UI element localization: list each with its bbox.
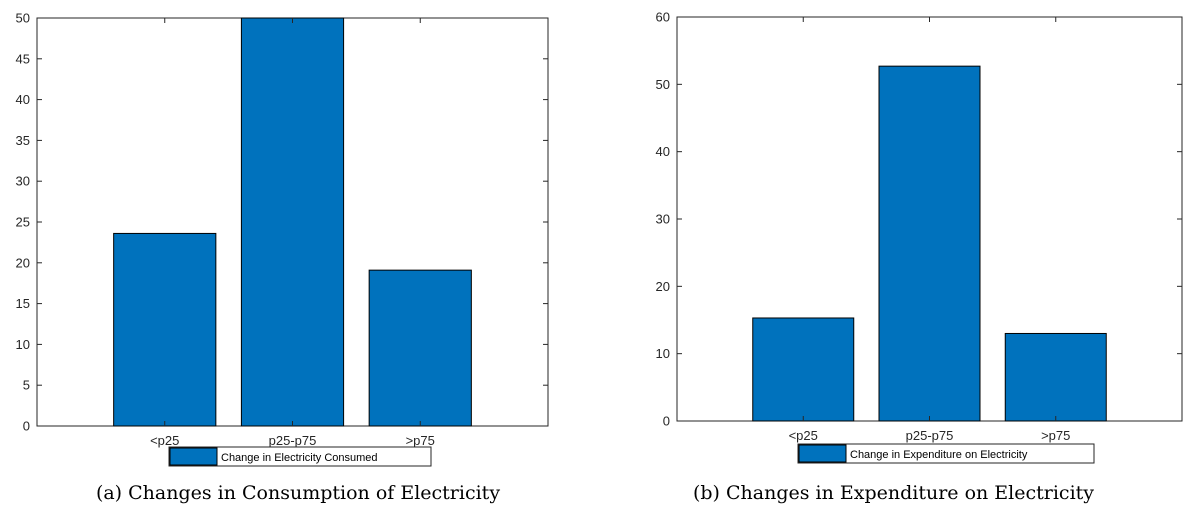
legend-box — [797, 443, 1095, 464]
legend-swatch — [169, 447, 218, 466]
caption-b: (b) Changes in Expenditure on Electricit… — [692, 482, 1095, 504]
y-tick-label: 40 — [656, 144, 670, 159]
y-tick-label: 10 — [656, 346, 670, 361]
x-tick-label: <p25 — [789, 428, 818, 443]
y-tick-label: 0 — [23, 419, 30, 434]
y-tick-label: 40 — [16, 92, 30, 107]
y-tick-label: 10 — [16, 337, 30, 352]
y-tick-label: 35 — [16, 133, 30, 148]
chart-a: 0 5 10 15 20 25 30 35 40 45 50 <p25 p25-p75 >p75 Chang… — [16, 11, 549, 467]
y-tick-label: 25 — [16, 215, 30, 230]
legend-swatch — [798, 444, 847, 463]
y-tick-label: 45 — [16, 51, 30, 66]
bar — [752, 317, 855, 422]
legend-label: Change in Expenditure on Electricity — [850, 449, 1028, 461]
legend-box — [168, 446, 432, 467]
bar — [368, 269, 472, 427]
chart-b: 0 10 20 30 40 50 60 <p25 p25-p75 >p75 Change in Ex… — [656, 10, 1183, 464]
y-tick-label: 60 — [656, 10, 670, 25]
x-tick-label: >p75 — [406, 433, 435, 448]
chart-panel-a: 0 5 10 15 20 25 30 35 40 45 50 <p25 p25-p75 >p75 Chang… — [16, 11, 549, 504]
bar — [240, 17, 345, 427]
y-tick-label: 30 — [16, 174, 30, 189]
bar — [113, 232, 217, 427]
chart-panel-b: 0 10 20 30 40 50 60 <p25 p25-p75 >p75 Change in Ex… — [596, 0, 1191, 528]
y-tick-label: 5 — [23, 378, 30, 393]
x-tick-label: p25-p75 — [906, 428, 954, 443]
y-tick-label: 50 — [16, 11, 30, 26]
bar — [1004, 332, 1107, 422]
x-tick-label: p25-p75 — [269, 433, 317, 448]
bar — [878, 65, 981, 422]
legend-label: Change in Electricity Consumed — [221, 452, 378, 464]
x-tick-label: <p25 — [150, 433, 179, 448]
x-tick-label: >p75 — [1041, 428, 1070, 443]
caption-a: (a) Changes in Consumption of Electricit… — [95, 482, 501, 504]
y-tick-label: 20 — [16, 255, 30, 270]
y-tick-label: 20 — [656, 279, 670, 294]
y-tick-label: 15 — [16, 296, 30, 311]
y-tick-label: 50 — [656, 77, 670, 92]
y-tick-label: 30 — [656, 212, 670, 227]
y-tick-label: 0 — [663, 414, 670, 429]
